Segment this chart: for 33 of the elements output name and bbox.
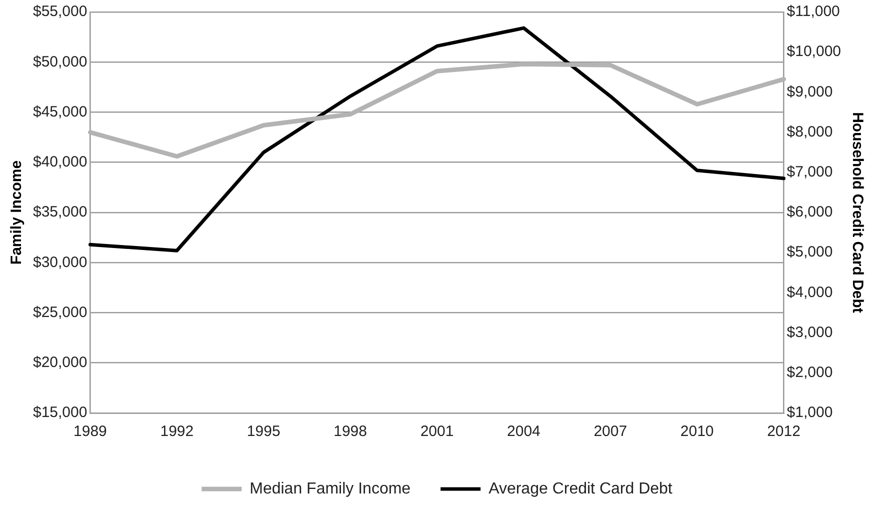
legend-label: Median Family Income — [250, 480, 411, 498]
y-tick-label: $25,000 — [32, 304, 88, 321]
x-tick-label: 2007 — [594, 423, 628, 440]
y2-tick-label: $11,000 — [786, 3, 840, 20]
y2-tick-label: $5,000 — [786, 244, 833, 261]
y2-tick-label: $10,000 — [786, 43, 842, 60]
x-tick-label: 1995 — [246, 423, 280, 440]
x-tick-label: 1989 — [74, 423, 107, 440]
y-tick-label: $30,000 — [32, 254, 88, 271]
x-tick-label: 2010 — [680, 423, 714, 440]
y-tick-label: $20,000 — [32, 354, 88, 372]
y-tick-label: $55,000 — [32, 3, 88, 20]
y-tick-label: $40,000 — [32, 154, 88, 171]
y-tick-label: $15,000 — [32, 404, 88, 422]
y2-tick-label: $3,000 — [786, 324, 833, 341]
x-tick-label: 2012 — [767, 423, 800, 440]
x-tick-label: 1998 — [334, 423, 367, 440]
y-tick-label: $45,000 — [32, 103, 88, 120]
y-axis-title: Family Income — [8, 160, 26, 265]
y-tick-label: $50,000 — [32, 53, 88, 70]
y2-tick-label: $2,000 — [786, 364, 833, 382]
y2-tick-label: $4,000 — [786, 284, 833, 301]
y2-tick-label: $1,000 — [786, 404, 833, 422]
y2-tick-label: $6,000 — [786, 204, 833, 221]
y-tick-label: $35,000 — [32, 204, 88, 221]
x-tick-label: 2001 — [420, 423, 454, 440]
y2-tick-label: $7,000 — [786, 164, 833, 181]
legend-label: Average Credit Card Debt — [488, 480, 673, 498]
y2-tick-label: $9,000 — [786, 83, 833, 100]
y2-axis-title: Household Credit Card Debt — [848, 112, 866, 313]
x-tick-label: 1992 — [160, 423, 194, 440]
x-tick-label: 2004 — [507, 423, 540, 440]
y2-tick-label: $8,000 — [786, 123, 833, 140]
